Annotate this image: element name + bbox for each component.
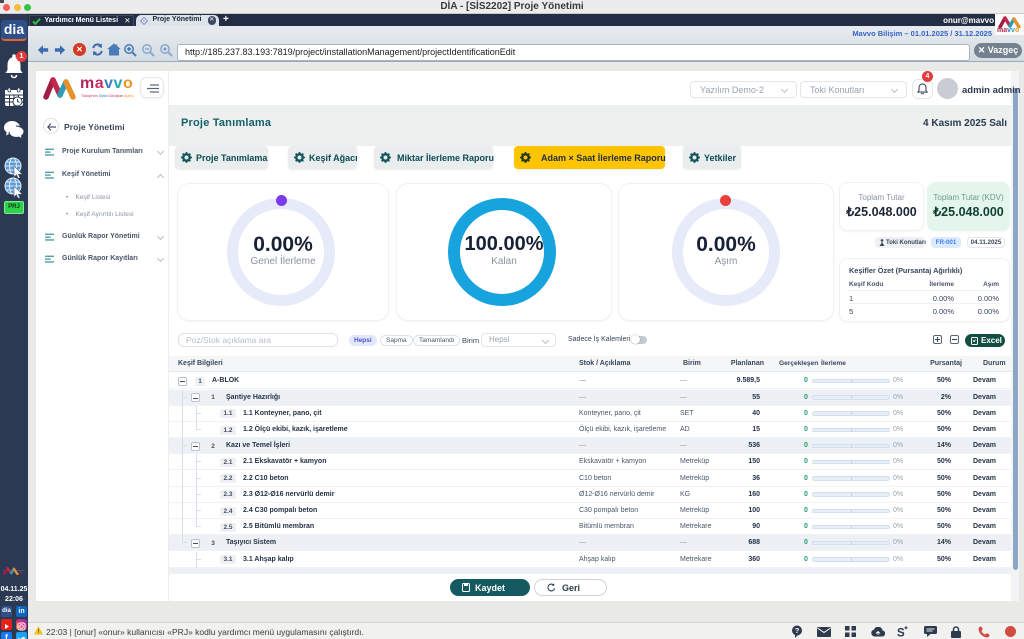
svg-text:?: ?	[795, 626, 800, 635]
svg-text:S: S	[897, 628, 905, 639]
svg-text:m: m	[18, 570, 22, 575]
